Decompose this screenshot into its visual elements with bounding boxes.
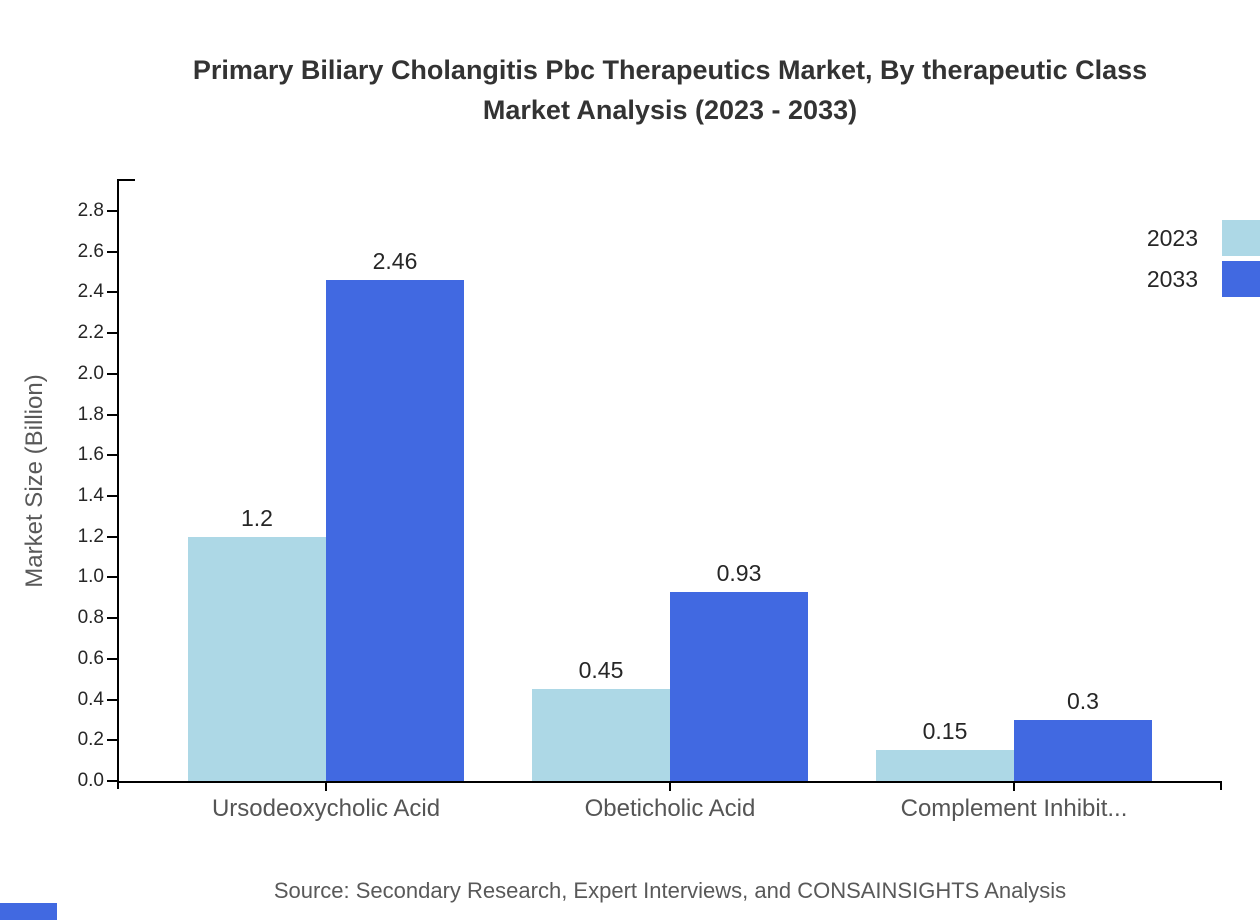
- y-axis-tick-label: 2.2: [77, 322, 104, 343]
- bar-value-label: 0.3: [1067, 688, 1099, 714]
- y-axis-tick: [107, 373, 117, 375]
- brand-corner-mark: [0, 903, 57, 920]
- y-axis-tick-label: 1.6: [77, 444, 104, 465]
- legend-label-2023: 2023: [1146, 225, 1198, 251]
- y-axis-tick-label: 2.0: [77, 363, 104, 384]
- y-axis-tick: [107, 617, 117, 619]
- y-axis-tick: [107, 210, 117, 212]
- y-axis-tick: [107, 291, 117, 293]
- y-axis-tick: [107, 332, 117, 334]
- y-axis-tick: [107, 658, 117, 660]
- bar-2023-1: [532, 689, 670, 781]
- y-axis-tick: [107, 454, 117, 456]
- y-axis-line: [117, 179, 119, 789]
- y-axis-tick-label: 0.2: [77, 729, 104, 750]
- y-axis-tick: [107, 495, 117, 497]
- legend-label-2033: 2033: [1146, 266, 1198, 292]
- bar-value-label: 2.46: [372, 248, 418, 274]
- x-axis-end-cap: [1220, 781, 1222, 790]
- y-axis-tick: [107, 699, 117, 701]
- y-axis-tick: [107, 251, 117, 253]
- y-axis-tick: [107, 780, 117, 782]
- y-axis-tick-label: 2.6: [77, 241, 104, 262]
- y-axis-tick-label: 2.4: [77, 281, 104, 302]
- legend-swatch-2033: [1222, 261, 1260, 297]
- category-label: Complement Inhibit...: [900, 795, 1128, 822]
- bar-value-label: 1.2: [241, 505, 273, 531]
- y-axis-tick: [107, 414, 117, 416]
- x-axis-tick: [1013, 783, 1015, 791]
- y-axis-tick-label: 0.8: [77, 607, 104, 628]
- y-axis-tick-label: 0.0: [77, 770, 104, 791]
- x-axis-tick: [325, 783, 327, 791]
- bar-2023-0: [188, 537, 326, 781]
- chart-title-line-2: Market Analysis (2023 - 2033): [482, 95, 858, 125]
- y-axis-tick-label: 2.8: [77, 200, 104, 221]
- bar-2023-2: [876, 750, 1014, 781]
- y-axis-tick: [107, 576, 117, 578]
- bar-value-label: 0.45: [578, 657, 624, 683]
- y-axis-tick-label: 0.6: [77, 648, 104, 669]
- source-note: Source: Secondary Research, Expert Inter…: [273, 878, 1067, 903]
- y-axis-top-cap: [117, 179, 135, 181]
- x-axis-line: [117, 781, 1222, 783]
- bar-value-label: 0.93: [716, 560, 762, 586]
- x-axis-tick: [669, 783, 671, 791]
- bar-2033-1: [670, 592, 808, 781]
- y-axis-tick: [107, 739, 117, 741]
- chart-title: Primary Biliary Cholangitis Pbc Therapeu…: [90, 50, 1250, 130]
- y-axis-tick-label: 1.2: [77, 526, 104, 547]
- category-label: Ursodeoxycholic Acid: [211, 795, 441, 822]
- bar-value-label: 0.15: [922, 718, 968, 744]
- y-axis-tick-label: 1.0: [77, 566, 104, 587]
- bar-2033-2: [1014, 720, 1152, 781]
- category-label: Obeticholic Acid: [584, 795, 756, 822]
- y-axis-tick-label: 1.8: [77, 404, 104, 425]
- y-axis-tick-label: 0.4: [77, 689, 104, 710]
- y-axis-tick-label: 1.4: [77, 485, 104, 506]
- chart-title-line-1: Primary Biliary Cholangitis Pbc Therapeu…: [192, 55, 1148, 85]
- bar-2033-0: [326, 280, 464, 781]
- legend-swatch-2023: [1222, 220, 1260, 256]
- y-axis-tick: [107, 536, 117, 538]
